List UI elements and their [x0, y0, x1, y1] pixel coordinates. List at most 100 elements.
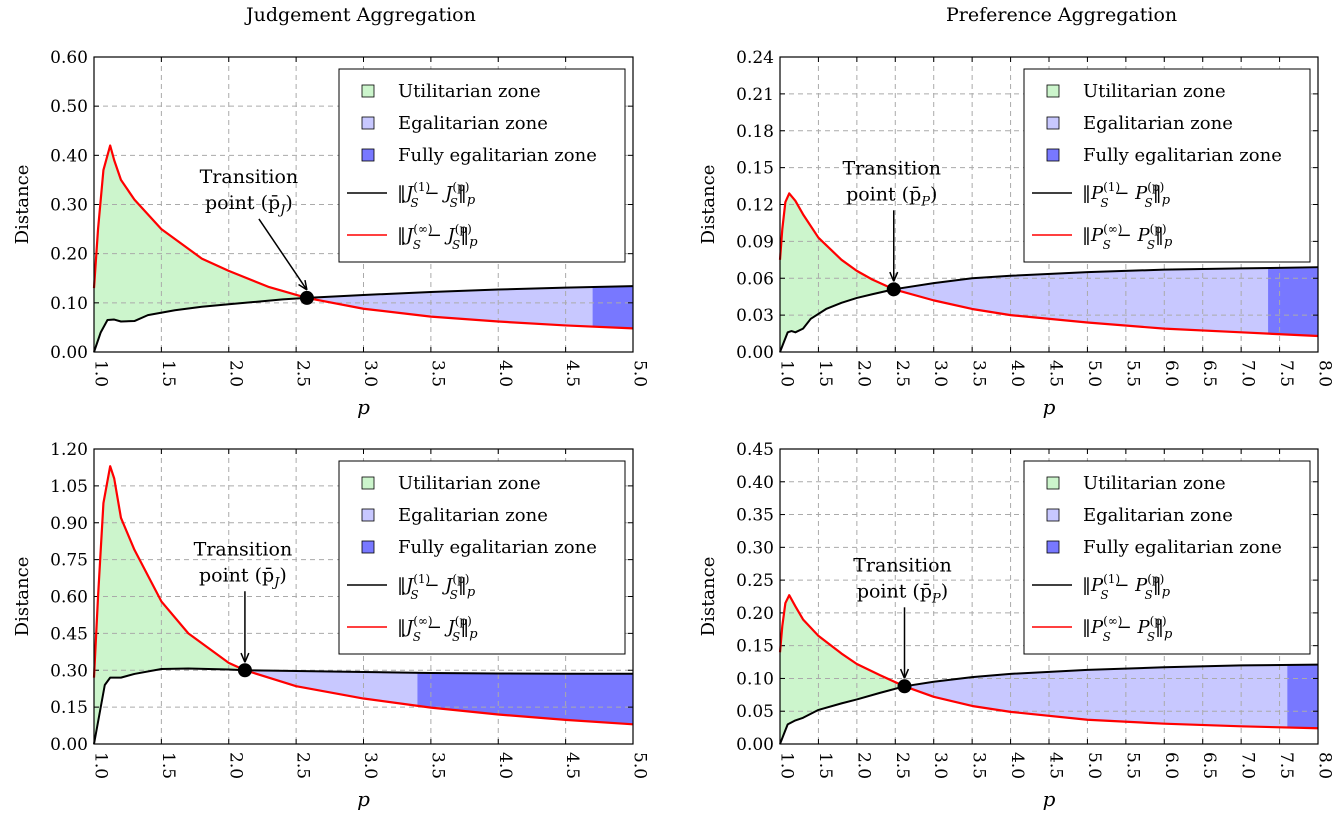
- x-tick-label: 1.5: [158, 752, 178, 779]
- y-tick-label: 0.25: [736, 571, 774, 591]
- legend-formula: ‖P(∞) S − P(p) S‖p: [1082, 222, 1173, 252]
- fully-egalitarian-zone-area: [1287, 664, 1318, 729]
- x-tick-label: 5.0: [630, 752, 650, 779]
- y-tick-label: 0.00: [736, 343, 774, 363]
- plot-frame: [93, 56, 634, 353]
- legend-swatch-fully-egalitarian: [1046, 540, 1060, 554]
- x-tick-label: 5.0: [1084, 360, 1104, 387]
- legend-label-utilitarian: Utilitarian zone: [398, 81, 541, 102]
- legend-swatch-fully-egalitarian: [361, 148, 375, 162]
- transition-annotation-line1: Transition: [842, 157, 941, 179]
- fully-egalitarian-zone-area: [592, 286, 633, 329]
- legend-box: [1023, 68, 1311, 263]
- y-tick-label: 0.75: [50, 551, 88, 571]
- egalitarian-zone-area: [244, 670, 418, 706]
- x-tick-label: 5.5: [1122, 360, 1142, 387]
- series-line-black: [93, 667, 633, 745]
- egalitarian-zone-area: [904, 664, 1288, 728]
- x-tick-label: 8.0: [1315, 360, 1334, 387]
- legend-formula: ‖J(1) S − J(p) S‖p: [397, 572, 476, 602]
- legend-swatch-fully-egalitarian: [361, 540, 375, 554]
- transition-point-marker: [237, 663, 252, 678]
- y-tick-label: 0.00: [50, 343, 88, 363]
- x-tick-label: 4.5: [1046, 360, 1066, 387]
- egalitarian-zone-area: [306, 287, 593, 327]
- x-tick-label: 6.5: [1199, 752, 1219, 779]
- y-tick-label: 0.10: [50, 294, 88, 314]
- x-tick-label: 3.5: [969, 752, 989, 779]
- transition-annotation-line2: point (p̄J): [205, 192, 293, 218]
- x-tick-label: 7.0: [1238, 752, 1258, 779]
- x-tick-label: 7.0: [1238, 360, 1258, 387]
- series-line-red: [92, 144, 634, 330]
- y-tick-label: 0.15: [736, 637, 774, 657]
- y-tick-label: 1.05: [50, 477, 88, 497]
- series-line-black: [779, 663, 1319, 745]
- right-column-title: Preference Aggregation: [946, 4, 1178, 26]
- x-tick-label: 2.0: [225, 752, 245, 779]
- x-tick-label: 7.5: [1276, 752, 1296, 779]
- y-tick-label: 0.40: [736, 473, 774, 493]
- legend-label-utilitarian: Utilitarian zone: [1083, 81, 1226, 102]
- x-tick-label: 1.0: [777, 752, 797, 779]
- x-tick-label: 4.0: [1007, 752, 1027, 779]
- legend-label-fully-egalitarian: Fully egalitarian zone: [1083, 145, 1282, 166]
- x-tick-label: 3.0: [930, 360, 950, 387]
- legend-swatch-egalitarian: [361, 116, 375, 130]
- x-tick-label: 3.0: [360, 752, 380, 779]
- y-tick-label: 0.06: [736, 269, 774, 289]
- x-axis-label: p: [1043, 787, 1056, 811]
- x-tick-label: 5.0: [1084, 752, 1104, 779]
- series-line-black: [779, 266, 1319, 353]
- x-tick-label: 4.5: [562, 360, 582, 387]
- y-tick-label: 0.15: [50, 698, 88, 718]
- x-tick-label: 2.5: [892, 752, 912, 779]
- x-tick-label: 2.0: [853, 752, 873, 779]
- left-column-title: Judgement Aggregation: [246, 4, 476, 26]
- x-tick-label: 6.0: [1161, 360, 1181, 387]
- legend-label-fully-egalitarian: Fully egalitarian zone: [1083, 537, 1282, 558]
- legend-label-utilitarian: Utilitarian zone: [398, 473, 541, 494]
- legend: Utilitarian zone Egalitarian zone Fully eg…: [338, 68, 626, 263]
- x-tick-label: 5.5: [1122, 752, 1142, 779]
- y-tick-label: 0.20: [50, 245, 88, 265]
- legend-swatch-utilitarian: [1046, 84, 1060, 98]
- transition-point-marker: [886, 282, 901, 297]
- x-tick-label: 3.5: [427, 360, 447, 387]
- legend-swatch-egalitarian: [361, 508, 375, 522]
- chart-panel-top-right: 1.0 1.5 2.0 2.5 3.0 3.5 4.0 4.5 5.0 5.5 6.0 6.5 7.0 7…: [698, 48, 1334, 419]
- x-tick-label: 5.0: [630, 360, 650, 387]
- chart-panel-top-left: 1.0 1.5 2.0 2.5 3.0 3.5 4.0 4.5 5.0 0.00 0.10 0.20 0…: [12, 48, 650, 419]
- legend-label-fully-egalitarian: Fully egalitarian zone: [398, 145, 597, 166]
- x-tick-label: 2.5: [892, 360, 912, 387]
- utilitarian-zone-area: [94, 466, 245, 744]
- legend-label-egalitarian: Egalitarian zone: [398, 113, 548, 134]
- y-tick-label: 0.21: [736, 85, 774, 105]
- transition-annotation-line2: point (p̄P): [857, 580, 948, 606]
- utilitarian-zone-area: [780, 193, 894, 352]
- legend-swatch-utilitarian: [361, 476, 375, 490]
- y-tick-label: 0.00: [50, 735, 88, 755]
- x-tick-label: 3.5: [427, 752, 447, 779]
- legend-label-egalitarian: Egalitarian zone: [1083, 113, 1233, 134]
- y-tick-label: 0.05: [736, 702, 774, 722]
- legend-label-egalitarian: Egalitarian zone: [1083, 505, 1233, 526]
- fully-egalitarian-zone-area: [1268, 267, 1318, 337]
- transition-annotation-line1: Transition: [853, 554, 952, 576]
- series-line-red: [92, 465, 634, 726]
- x-tick-label: 4.5: [1046, 752, 1066, 779]
- transition-point-marker: [897, 679, 912, 694]
- x-tick-label: 8.0: [1315, 752, 1334, 779]
- transition-point-marker: [299, 290, 314, 305]
- x-axis-label: p: [1043, 395, 1056, 419]
- x-tick-label: 1.5: [158, 360, 178, 387]
- x-tick-label: 1.0: [91, 752, 111, 779]
- chart-panel-bottom-right: 1.0 1.5 2.0 2.5 3.0 3.5 4.0 4.5 5.0 5.5 6.0 6.5 7.0 7…: [698, 440, 1334, 811]
- legend: Utilitarian zone Egalitarian zone Fully eg…: [1023, 68, 1311, 263]
- y-tick-label: 0.45: [736, 440, 774, 460]
- x-tick-label: 4.0: [495, 752, 515, 779]
- legend-swatch-egalitarian: [1046, 508, 1060, 522]
- y-tick-label: 0.12: [736, 196, 774, 216]
- series-line-red: [778, 192, 1319, 338]
